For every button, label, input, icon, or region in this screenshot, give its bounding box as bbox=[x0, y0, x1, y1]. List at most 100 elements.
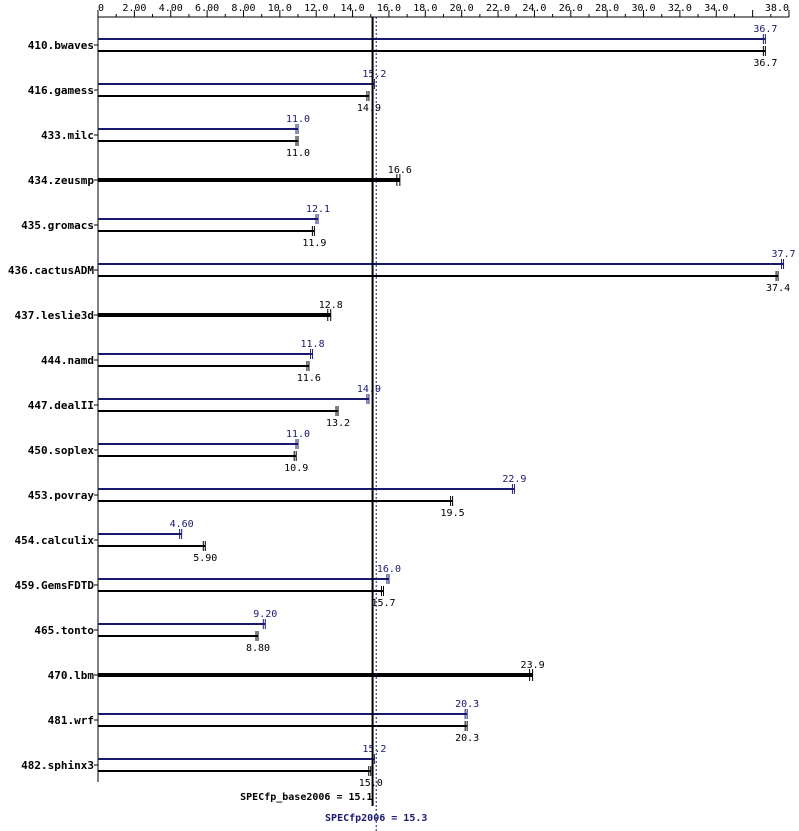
benchmark-label: 435.gromacs bbox=[21, 219, 94, 232]
x-tick-label: 6.00 bbox=[195, 3, 219, 14]
base-bar bbox=[98, 635, 259, 637]
benchmark-label: 470.lbm bbox=[48, 669, 95, 682]
peak-value-label: 9.20 bbox=[253, 609, 277, 620]
base-value-label: 12.8 bbox=[319, 300, 343, 311]
peak-bar bbox=[98, 83, 375, 85]
peak-bar bbox=[98, 623, 266, 625]
base-bar bbox=[98, 50, 766, 52]
base-value-label: 15.7 bbox=[371, 598, 395, 609]
x-tick-label: 22.0 bbox=[486, 3, 510, 14]
peak-value-label: 15.2 bbox=[362, 744, 386, 755]
peak-bar bbox=[98, 488, 515, 490]
base-bar bbox=[98, 178, 400, 182]
base-bar bbox=[98, 410, 339, 412]
peak-value-label: 11.0 bbox=[286, 114, 310, 125]
base-bar bbox=[98, 545, 206, 547]
benchmark-label: 437.leslie3d bbox=[15, 309, 94, 322]
base-value-label: 10.9 bbox=[284, 463, 308, 474]
x-tick-label: 0 bbox=[98, 3, 104, 14]
benchmark-label: 434.zeusmp bbox=[28, 174, 95, 187]
base-bar bbox=[98, 140, 299, 142]
peak-bar bbox=[98, 578, 389, 580]
x-tick-label: 26.0 bbox=[559, 3, 583, 14]
benchmark-label: 410.bwaves bbox=[28, 39, 94, 52]
base-value-label: 23.9 bbox=[521, 660, 545, 671]
peak-bar bbox=[98, 218, 319, 220]
x-tick-label: 12.0 bbox=[304, 3, 328, 14]
x-tick-label: 20.0 bbox=[450, 3, 474, 14]
benchmark-label: 447.dealII bbox=[28, 399, 94, 412]
benchmark-label: 453.povray bbox=[28, 489, 95, 502]
base-bar bbox=[98, 230, 315, 232]
base-bar bbox=[98, 313, 331, 317]
base-value-label: 36.7 bbox=[753, 58, 777, 69]
x-tick-label: 34.0 bbox=[704, 3, 728, 14]
benchmark-label: 481.wrf bbox=[48, 714, 94, 727]
base-value-label: 8.80 bbox=[246, 643, 270, 654]
base-value-label: 15.0 bbox=[359, 778, 383, 789]
base-bar bbox=[98, 455, 297, 457]
peak-bar bbox=[98, 533, 182, 535]
benchmark-label: 459.GemsFDTD bbox=[15, 579, 95, 592]
base-bar bbox=[98, 500, 453, 502]
peak-value-label: 22.9 bbox=[502, 474, 526, 485]
x-tick-label: 10.0 bbox=[268, 3, 292, 14]
peak-bar bbox=[98, 128, 299, 130]
peak-bar bbox=[98, 38, 766, 40]
x-tick-label: 14.0 bbox=[341, 3, 365, 14]
benchmark-label: 436.cactusADM bbox=[8, 264, 94, 277]
base-bar bbox=[98, 365, 309, 367]
base-value-label: 11.0 bbox=[286, 148, 310, 159]
peak-bar bbox=[98, 263, 784, 265]
x-tick-label: 28.0 bbox=[595, 3, 619, 14]
benchmark-label: 450.soplex bbox=[28, 444, 95, 457]
x-tick-label: 16.0 bbox=[377, 3, 401, 14]
base-bar bbox=[98, 95, 369, 97]
x-tick-label: 8.00 bbox=[231, 3, 255, 14]
peak-value-label: 11.8 bbox=[301, 339, 325, 350]
base-value-label: 14.9 bbox=[357, 103, 381, 114]
base-value-label: 20.3 bbox=[455, 733, 479, 744]
x-tick-label: 24.0 bbox=[522, 3, 546, 14]
base-value-label: 13.2 bbox=[326, 418, 350, 429]
x-tick-label: 38.0 bbox=[765, 3, 789, 14]
x-tick-label: 32.0 bbox=[668, 3, 692, 14]
base-bar bbox=[98, 673, 533, 677]
peak-bar bbox=[98, 353, 313, 355]
base-bar bbox=[98, 275, 779, 277]
base-value-label: 37.4 bbox=[766, 283, 790, 294]
x-tick-label: 2.00 bbox=[122, 3, 146, 14]
base-value-label: 11.9 bbox=[302, 238, 326, 249]
peak-value-label: 36.7 bbox=[753, 24, 777, 35]
base-value-label: 11.6 bbox=[297, 373, 321, 384]
peak-bar bbox=[98, 443, 299, 445]
peak-value-label: 4.60 bbox=[170, 519, 194, 530]
benchmark-label: 416.gamess bbox=[28, 84, 94, 97]
peak-bar bbox=[98, 398, 369, 400]
x-tick-label: 18.0 bbox=[413, 3, 437, 14]
benchmark-label: 465.tonto bbox=[34, 624, 94, 637]
base-value-label: 19.5 bbox=[441, 508, 465, 519]
benchmark-label: 433.milc bbox=[41, 129, 94, 142]
benchmark-label: 454.calculix bbox=[15, 534, 95, 547]
peak-value-label: 16.0 bbox=[377, 564, 401, 575]
peak-bar bbox=[98, 758, 375, 760]
x-tick-label: 4.00 bbox=[159, 3, 183, 14]
peak-bar bbox=[98, 713, 468, 715]
base-bar bbox=[98, 725, 468, 727]
base-value-label: 16.6 bbox=[388, 165, 412, 176]
peak-value-label: 37.7 bbox=[771, 249, 795, 260]
peak-value-label: 12.1 bbox=[306, 204, 330, 215]
base-value-label: 5.90 bbox=[193, 553, 217, 564]
benchmark-label: 444.namd bbox=[41, 354, 94, 367]
base-bar bbox=[98, 770, 371, 772]
peak-value-label: 20.3 bbox=[455, 699, 479, 710]
base-bar bbox=[98, 590, 384, 592]
base-reference-label: SPECfp_base2006 = 15.1 bbox=[240, 792, 372, 803]
peak-value-label: 15.2 bbox=[362, 69, 386, 80]
x-tick-label: 30.0 bbox=[631, 3, 655, 14]
peak-value-label: 11.0 bbox=[286, 429, 310, 440]
peak-reference-label: SPECfp2006 = 15.3 bbox=[325, 813, 427, 824]
peak-value-label: 14.9 bbox=[357, 384, 381, 395]
